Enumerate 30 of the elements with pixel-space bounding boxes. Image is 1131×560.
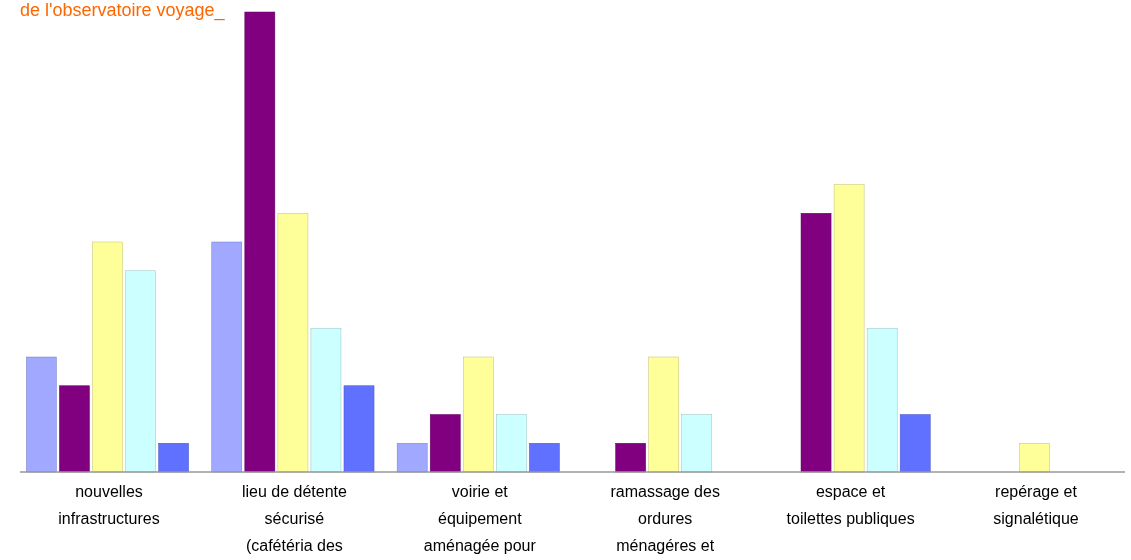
bar [866,328,898,473]
bar [463,356,494,473]
bar [92,241,123,473]
bar [277,213,309,473]
bar [429,414,461,473]
bar [211,241,243,473]
bar [899,414,931,473]
bar [396,443,428,473]
bar [158,443,189,473]
x-tick-label: lieu de détente sécurisé (cafétéria des [241,483,347,554]
bar [681,414,713,473]
bar [1019,443,1050,473]
x-tick-label: voirie et équipement aménagée pour [423,483,537,554]
bar [310,328,342,473]
bar [833,184,865,473]
x-tick-label: repérage et signalétique [993,483,1079,527]
bar [800,213,832,473]
x-tick-label: nouvelles infrastructures [58,483,160,527]
bar [244,11,276,473]
bar [26,356,57,473]
bar [125,270,156,473]
bar [343,385,375,473]
x-tick-label: espace et toilettes publiques [786,483,915,527]
bar [59,385,90,473]
bar [496,414,527,473]
chart-title: de l'observatoire voyage_ [20,0,226,21]
x-tick-label: ramassage des ordures ménagéres et [610,483,720,554]
bar [648,356,679,473]
bar [529,443,560,473]
bar [615,443,646,473]
